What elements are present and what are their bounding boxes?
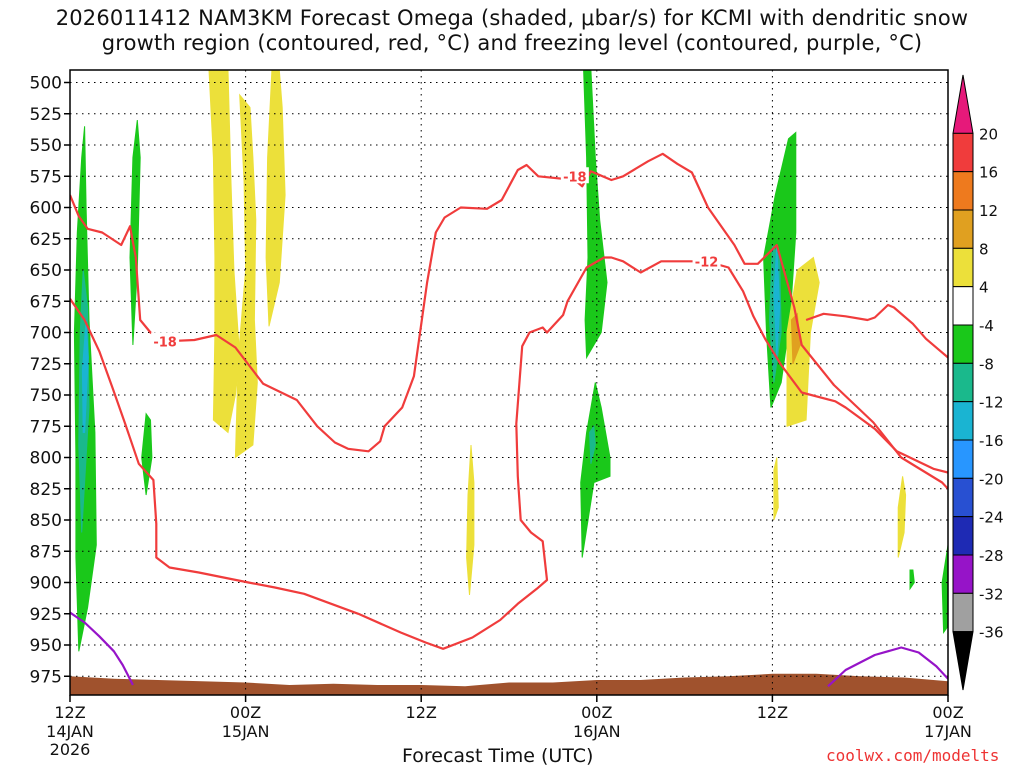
colorbar-label-7: -12 (979, 394, 1004, 412)
colorbar-cell-14 (952, 631, 974, 691)
omega-region-10 (580, 382, 611, 558)
omega-region-19 (909, 569, 915, 591)
terrain-layer (70, 673, 948, 695)
colorbar-cell-11 (952, 516, 974, 556)
omega-region-4 (141, 412, 153, 496)
omega-region-17 (773, 457, 779, 521)
y-tick-label-500: 500 (30, 74, 62, 94)
omega-region-8 (466, 444, 475, 596)
x-axis-label: Forecast Time (UTC) (402, 745, 594, 767)
colorbar-cell-4 (952, 247, 974, 288)
colorbar-label-0: 20 (979, 125, 998, 143)
y-tick-label-575: 575 (30, 167, 62, 187)
colorbar-cell-0 (952, 74, 974, 134)
colorbar-label-10: -24 (979, 509, 1004, 527)
y-tick-label-800: 800 (30, 449, 62, 469)
colorbar-cell-10 (952, 477, 974, 518)
plot-area (70, 70, 948, 695)
y-tick-label-700: 700 (30, 324, 62, 344)
y-tick-label-550: 550 (30, 136, 62, 156)
colorbar-cell-12 (952, 554, 974, 594)
x-tick-time-4: 12Z (757, 703, 788, 722)
colorbar-label-3: 8 (979, 240, 989, 258)
x-tick-time-5: 00Z (932, 703, 963, 722)
y-tick-label-875: 875 (30, 542, 62, 562)
plot-frame (69, 69, 949, 696)
colorbar-cell-6 (952, 324, 974, 364)
colorbar-cell-9 (952, 439, 974, 479)
contour-label-bg-0 (151, 332, 180, 349)
y-tick-label-825: 825 (30, 480, 62, 500)
omega-region-9 (583, 70, 608, 360)
temperature-contour-2 (70, 256, 948, 650)
chart-title: 2026011412 NAM3KM Forecast Omega (shaded… (0, 6, 1024, 56)
temperature-contour-3 (805, 303, 948, 359)
contour-label-2: -12 (695, 255, 719, 270)
x-tick-time-1: 00Z (230, 703, 261, 722)
contour-label-bg-1 (560, 167, 589, 184)
colorbar-cell-5 (952, 286, 974, 326)
freezing-level-contour-0 (70, 611, 134, 686)
freezing-level-contour-1 (827, 646, 948, 688)
terrain-surface (70, 673, 948, 695)
y-tick-label-925: 925 (30, 605, 62, 625)
x-tick-date-3: 16JAN (573, 722, 621, 741)
y-tick-label-525: 525 (30, 105, 62, 125)
x-tick-year-0: 2026 (50, 740, 91, 759)
x-tick-date-0: 14JAN (46, 722, 94, 741)
y-tick-label-650: 650 (30, 261, 62, 281)
omega-region-7 (265, 70, 286, 327)
y-tick-label-725: 725 (30, 355, 62, 375)
y-tick-label-775: 775 (30, 417, 62, 437)
colorbar-cell-13 (952, 592, 974, 633)
omega-region-18 (897, 476, 907, 558)
y-tick-label-850: 850 (30, 511, 62, 531)
colorbar-label-11: -28 (979, 547, 1004, 565)
y-tick-label-600: 600 (30, 199, 62, 219)
contour-label-bg-2 (692, 252, 721, 269)
y-tick-label-675: 675 (30, 292, 62, 312)
colorbar-cell-7 (952, 362, 974, 403)
colorbar-label-13: -36 (979, 624, 1004, 642)
x-tick-time-2: 12Z (406, 703, 437, 722)
x-tick-time-3: 00Z (581, 703, 612, 722)
omega-region-11 (588, 424, 596, 464)
colorbar-label-8: -16 (979, 432, 1004, 450)
contour-label-0: -18 (153, 335, 177, 350)
x-tick-date-1: 15JAN (222, 722, 270, 741)
colorbar-label-4: 4 (979, 279, 989, 297)
colorbar-label-5: -4 (979, 317, 994, 335)
y-axis: 500 525 550 575 600 625 650 675 700 725 750 775 800 8… (30, 74, 70, 687)
chart-title-line-2: growth region (contoured, red, °C) and f… (101, 31, 923, 55)
contour-labels: -18 -18 -12 (151, 167, 721, 350)
y-tick-label-750: 750 (30, 386, 62, 406)
colorbar-cell-2 (952, 171, 974, 211)
colorbar: 20 16 12 8 4 -4 -8 -12 -16 -20 -24 -28 -32 -36 (952, 74, 1004, 691)
colorbar-cell-3 (952, 209, 974, 249)
omega-region-2 (81, 319, 89, 433)
colorbar-label-6: -8 (979, 355, 994, 373)
colorbar-label-2: 12 (979, 202, 998, 220)
y-tick-label-900: 900 (30, 574, 62, 594)
omega-region-20 (941, 544, 948, 635)
x-tick-date-5: 17JAN (924, 722, 972, 741)
chart-title-line-1: 2026011412 NAM3KM Forecast Omega (shaded… (55, 6, 969, 30)
colorbar-label-9: -20 (979, 470, 1004, 488)
gridlines (70, 70, 948, 695)
colorbar-label-12: -32 (979, 585, 1004, 603)
y-tick-label-625: 625 (30, 230, 62, 250)
omega-shading (73, 70, 948, 652)
x-tick-time-0: 12Z (54, 703, 85, 722)
colorbar-cell-1 (952, 132, 974, 173)
credit-text: coolwx.com/modelts (826, 746, 1000, 765)
contour-label-1: -18 (563, 170, 587, 185)
y-tick-label-950: 950 (30, 636, 62, 656)
omega-region-6 (234, 93, 258, 459)
y-tick-label-975: 975 (30, 667, 62, 687)
colorbar-label-1: 16 (979, 164, 998, 182)
colorbar-cell-8 (952, 401, 974, 441)
